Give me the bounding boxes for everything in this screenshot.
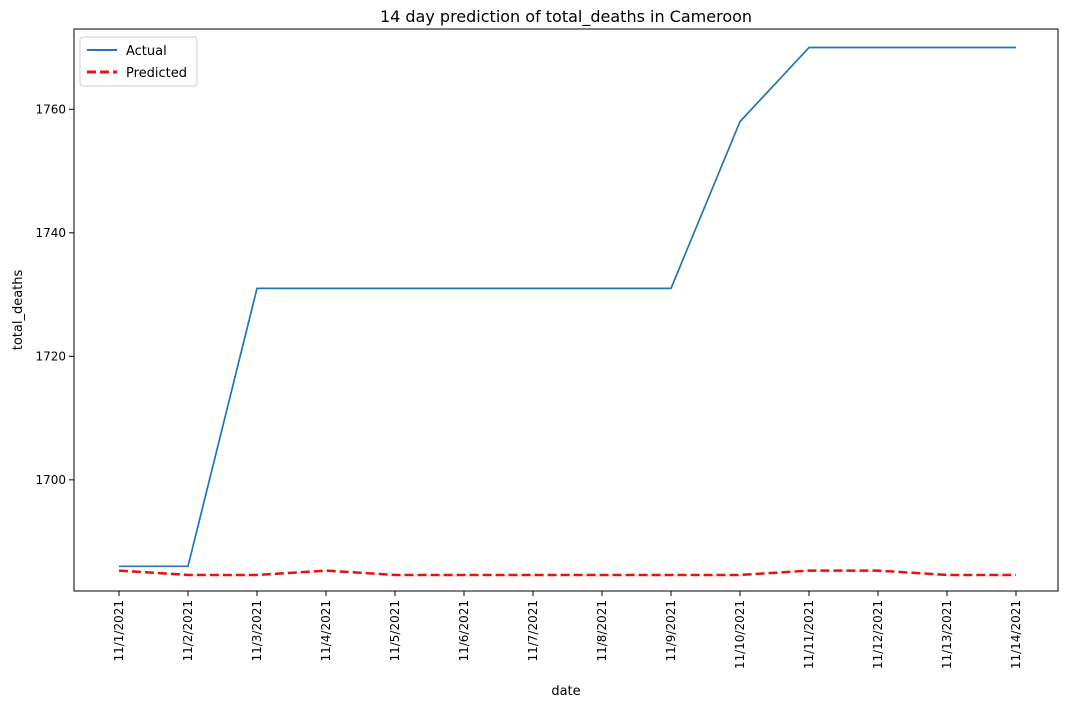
- x-tick-label: 11/14/2021: [1009, 600, 1023, 669]
- legend-label-actual: Actual: [126, 44, 167, 59]
- x-tick-label: 11/9/2021: [664, 600, 678, 662]
- series-line-predicted: [118, 569, 1016, 577]
- x-tick-label: 11/13/2021: [940, 600, 954, 669]
- x-tick-label: 11/4/2021: [319, 600, 333, 662]
- y-tick-label: 1760: [35, 102, 66, 116]
- x-tick-label: 11/12/2021: [871, 600, 885, 669]
- x-tick-label: 11/5/2021: [388, 600, 402, 662]
- chart-title: 14 day prediction of total_deaths in Cam…: [380, 7, 752, 27]
- y-axis-label: total_deaths: [11, 270, 26, 351]
- x-tick-label: 11/3/2021: [250, 600, 264, 662]
- x-tick-label: 11/6/2021: [457, 600, 471, 662]
- series-line-actual: [119, 46, 1016, 568]
- x-tick-label: 11/10/2021: [733, 600, 747, 669]
- y-tick-label: 1720: [35, 349, 66, 363]
- y-tick-label: 1700: [35, 473, 66, 487]
- y-tick-label: 1740: [35, 226, 66, 240]
- x-tick-label: 11/1/2021: [112, 600, 126, 662]
- legend: Actual Predicted: [79, 36, 198, 87]
- x-axis-label: date: [551, 684, 580, 699]
- x-tick-label: 11/2/2021: [181, 600, 195, 662]
- legend-label-predicted: Predicted: [126, 66, 187, 81]
- x-tick-label: 11/11/2021: [802, 600, 816, 669]
- x-tick-label: 11/8/2021: [595, 600, 609, 662]
- plot-area: [73, 28, 1059, 592]
- x-tick-label: 11/7/2021: [526, 600, 540, 662]
